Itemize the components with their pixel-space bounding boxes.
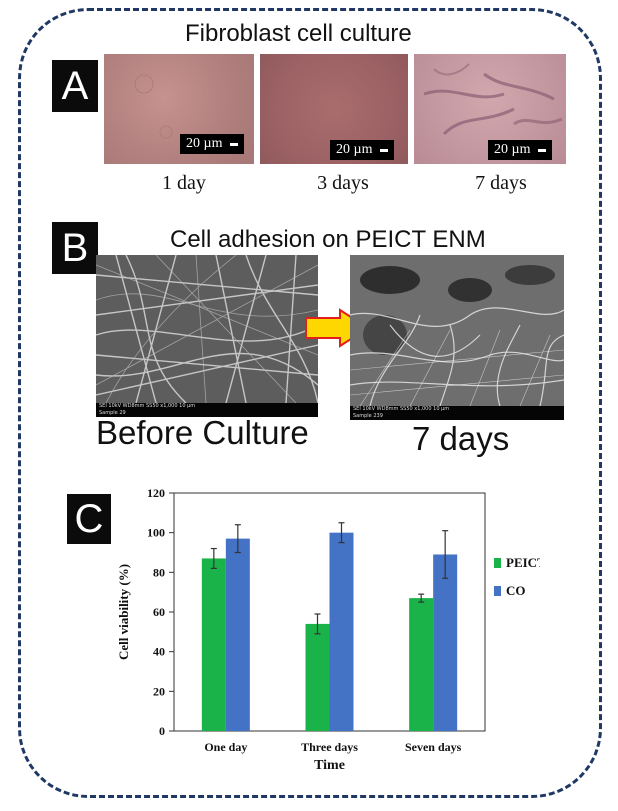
sem-info-bar-after: SEI 10kV WD8mm SS50 x1,000 10 µm Sample …	[350, 406, 564, 420]
y-axis-label: Cell viability (%)	[116, 564, 131, 660]
sem-before-culture: SEI 10kV WD8mm SS50 x1,000 10 µm Sample …	[96, 255, 318, 417]
caption-7-days: 7 days	[475, 172, 527, 194]
panel-a-label: A	[52, 60, 98, 112]
x-tick-label: Three days	[301, 740, 358, 754]
scale-bar-3: 20 µm	[488, 140, 553, 160]
y-tick-label: 60	[153, 605, 165, 619]
sem-info-line: SEI 10kV WD8mm SS50 x1,000 10 µm	[353, 406, 450, 412]
sem-info-line: Sample 29	[99, 410, 126, 416]
cell-viability-chart: 0 20 40 60 80 100 120 One day Three days Seven da…	[116, 486, 540, 773]
sem-after-7-days: SEI 10kV WD8mm SS50 x1,000 10 µm Sample …	[350, 255, 564, 420]
micrograph-7-days: 20 µm	[414, 54, 566, 164]
micrograph-1-day: 20 µm	[104, 54, 254, 164]
y-tick-label: 40	[153, 645, 165, 659]
y-tick-label: 100	[147, 526, 165, 540]
panel-b-label: B	[52, 222, 98, 274]
scale-bar-label: 20 µm	[494, 142, 531, 157]
scale-bar-label: 20 µm	[336, 142, 373, 157]
sem-info-line: Sample 239	[353, 413, 383, 419]
sem-info-line: SEI 10kV WD8mm SS50 x1,000 10 µm	[99, 403, 196, 409]
legend-label-co: CO	[506, 583, 526, 598]
x-axis-label: Time	[314, 758, 345, 773]
seven-days-label: 7 days	[412, 420, 510, 457]
legend-swatch-co	[494, 586, 501, 596]
x-tick-label: Seven days	[405, 740, 462, 754]
bar-co	[433, 554, 458, 731]
panel-c-label: C	[67, 494, 111, 544]
scale-bar-label: 20 µm	[186, 136, 223, 151]
bar-co	[329, 532, 354, 731]
y-tick-label: 20	[153, 684, 165, 698]
nanofiber-mesh-before	[96, 255, 318, 404]
micrograph-3-days: 20 µm	[260, 54, 408, 164]
y-tick-label: 0	[159, 724, 165, 738]
legend-label-peict: PEICT	[506, 555, 540, 570]
bar-peict	[305, 623, 330, 731]
micrograph-1-day-texture	[134, 74, 173, 139]
scale-bar-2: 20 µm	[330, 140, 395, 160]
caption-1-day: 1 day	[162, 172, 206, 194]
before-culture-label: Before Culture	[96, 414, 309, 451]
bar-peict	[201, 558, 226, 731]
bar-peict	[409, 598, 434, 731]
legend-swatch-peict	[494, 558, 501, 568]
dashed-frame	[18, 8, 602, 798]
y-tick-label: 80	[153, 565, 165, 579]
cell-covered-mesh	[350, 255, 564, 407]
caption-3-days: 3 days	[317, 172, 369, 194]
fibroblast-cells-drawing	[423, 63, 563, 136]
panel-b-title: Cell adhesion on PEICT ENM	[170, 226, 486, 253]
scale-bar-1: 20 µm	[180, 134, 245, 154]
panel-a-title: Fibroblast cell culture	[185, 20, 412, 47]
x-tick-label: One day	[204, 740, 247, 754]
bar-co	[225, 538, 250, 731]
sem-info-bar-before: SEI 10kV WD8mm SS50 x1,000 10 µm Sample …	[96, 403, 318, 417]
y-tick-label: 120	[147, 486, 165, 500]
